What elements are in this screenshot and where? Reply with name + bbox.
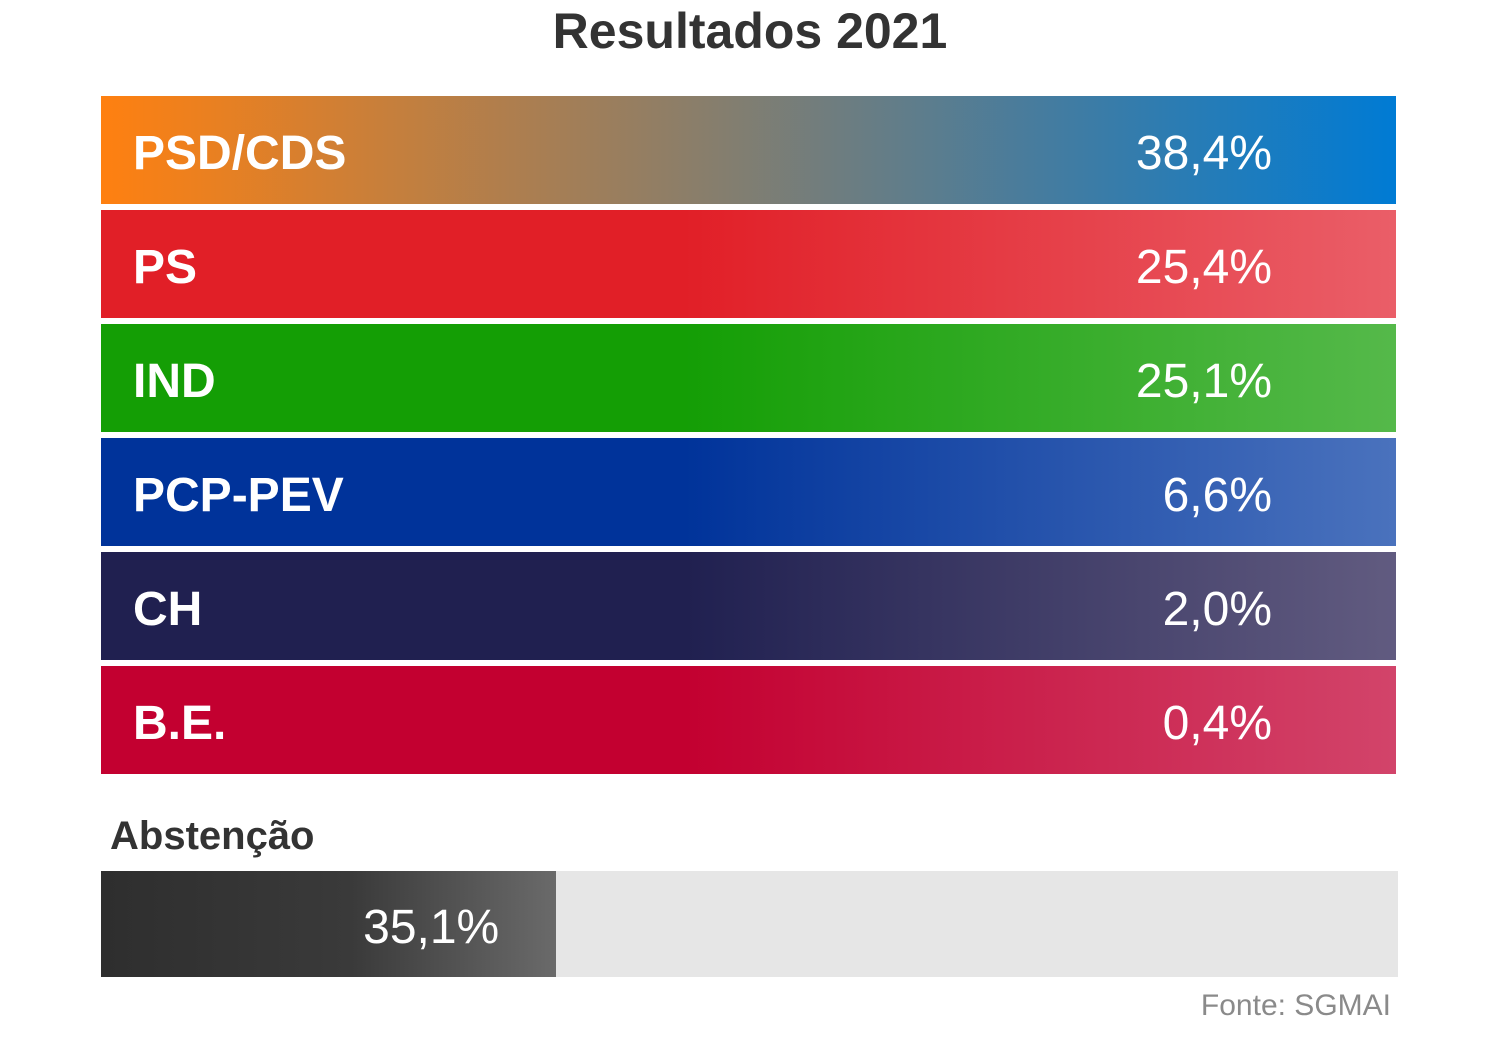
party-label: PS: [133, 241, 198, 294]
abstention-bar-fill: 35,1%: [101, 871, 557, 977]
party-label: PCP-PEV: [133, 469, 344, 522]
abstention-value: 35,1%: [363, 901, 500, 954]
party-label: CH: [133, 583, 203, 636]
party-label: B.E.: [133, 697, 227, 750]
result-row: B.E. 0,4%: [101, 666, 1396, 774]
party-value: 38,4%: [1135, 127, 1272, 180]
party-value: 0,4%: [1162, 697, 1272, 750]
party-value: 2,0%: [1162, 583, 1272, 636]
results-table: PSD/CDS 38,4% PS 25,4% IND 25,1% PCP-PEV 6,6% CH…: [101, 96, 1396, 780]
result-row: PCP-PEV 6,6%: [101, 438, 1396, 546]
result-row: CH 2,0%: [101, 552, 1396, 660]
party-label: PSD/CDS: [133, 127, 347, 180]
chart-title: Resultados 2021: [552, 3, 948, 59]
party-value: 6,6%: [1162, 469, 1272, 522]
result-row: IND 25,1%: [101, 324, 1396, 432]
abstention-label: Abstenção: [110, 814, 315, 858]
abstention-bar-track: 35,1%: [101, 871, 1398, 977]
source-note: Fonte: SGMAI: [1200, 989, 1391, 1022]
result-row: PS 25,4%: [101, 210, 1396, 318]
result-row: PSD/CDS 38,4%: [101, 96, 1396, 204]
party-label: IND: [133, 355, 216, 408]
party-value: 25,4%: [1135, 241, 1272, 294]
party-value: 25,1%: [1135, 355, 1272, 408]
